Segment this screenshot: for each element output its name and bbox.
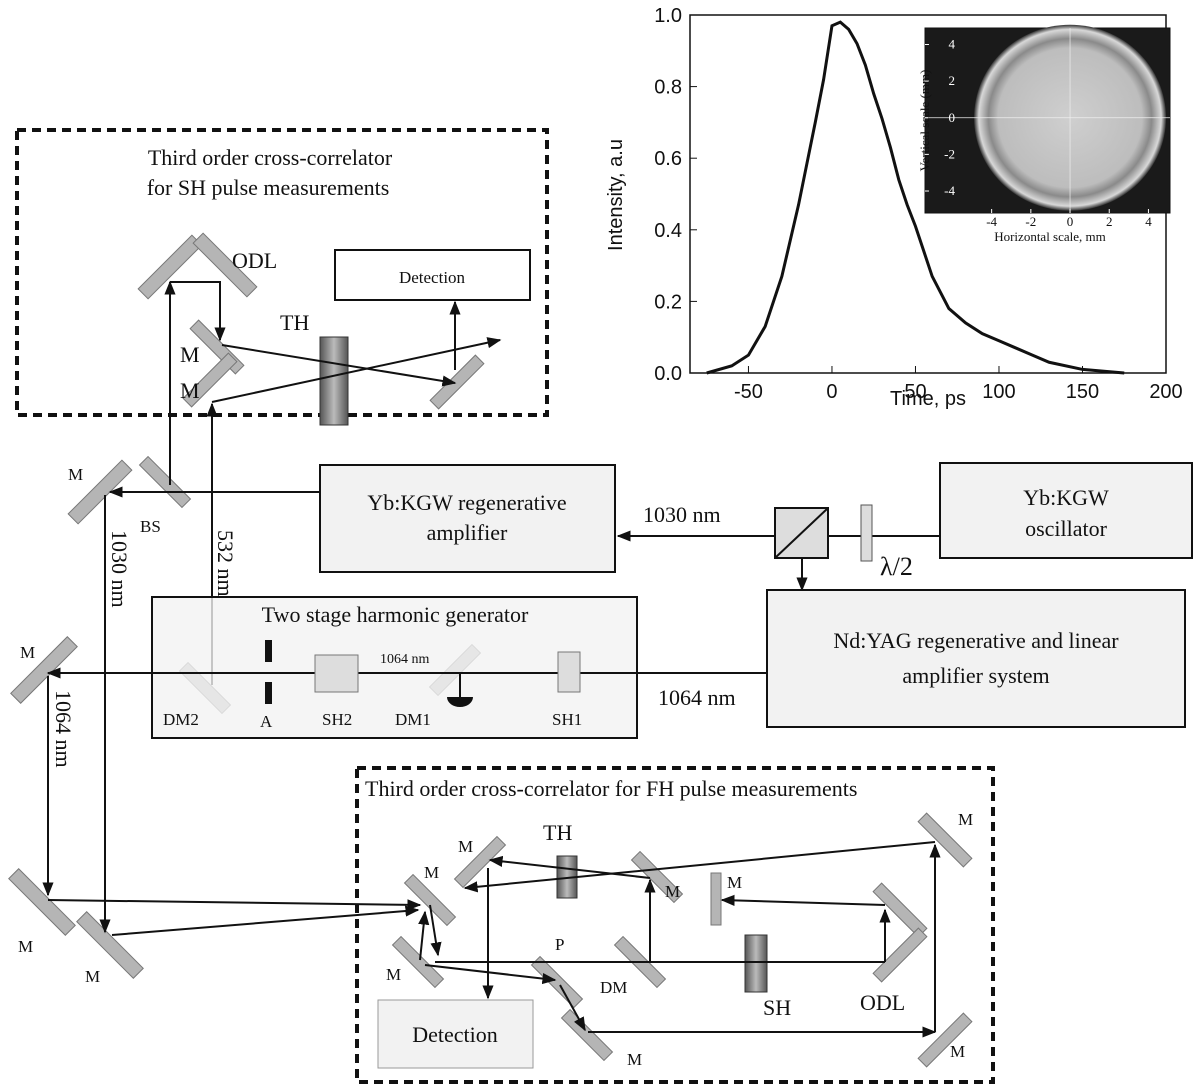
label: amplifier system bbox=[902, 663, 1049, 688]
x-tick-label: 100 bbox=[982, 381, 1015, 403]
label: Two stage harmonic generator bbox=[262, 602, 529, 627]
label: 1030 nm bbox=[643, 502, 721, 527]
label: M bbox=[68, 465, 83, 484]
label: M bbox=[665, 882, 680, 901]
label: A bbox=[260, 712, 273, 731]
y-tick-label: 0.4 bbox=[654, 220, 682, 242]
label: 1064 nm bbox=[658, 685, 736, 710]
label: M bbox=[18, 937, 33, 956]
x-tick-label: -50 bbox=[734, 381, 763, 403]
inset-y-tick-label: 2 bbox=[949, 73, 956, 88]
inset-y-tick-label: -4 bbox=[944, 183, 955, 198]
inset-y-tick-label: -2 bbox=[944, 146, 955, 161]
inset-x-tick-label: 0 bbox=[1067, 214, 1074, 229]
x-tick-label: 0 bbox=[826, 381, 837, 403]
label: M bbox=[627, 1050, 642, 1069]
label: 532 nm bbox=[213, 530, 238, 597]
label: Detection bbox=[399, 268, 466, 287]
label: Yb:KGW bbox=[1023, 485, 1109, 510]
label: Yb:KGW regenerative bbox=[367, 490, 566, 515]
inset-y-tick-label: 0 bbox=[949, 110, 956, 125]
y-tick-label: 0.2 bbox=[654, 291, 682, 313]
label: M bbox=[958, 810, 973, 829]
oscillator-box bbox=[940, 463, 1192, 558]
inset-x-tick-label: 2 bbox=[1106, 214, 1113, 229]
label: Detection bbox=[412, 1022, 498, 1047]
label: for SH pulse measurements bbox=[147, 175, 390, 200]
th-crystal bbox=[320, 337, 348, 425]
label: BS bbox=[140, 517, 161, 536]
x-tick-label: 50 bbox=[904, 381, 926, 403]
inset-x-tick-label: -2 bbox=[1025, 214, 1036, 229]
diagram: Third order cross-correlator for SH puls… bbox=[9, 130, 1192, 1082]
label: Nd:YAG regenerative and linear bbox=[833, 628, 1119, 653]
label: ODL bbox=[860, 990, 905, 1015]
label: M bbox=[180, 342, 200, 367]
label: SH1 bbox=[552, 710, 582, 729]
y-axis-label: Intensity, a.u bbox=[605, 139, 627, 251]
half-wave-plate bbox=[861, 505, 872, 561]
inset-y-tick-label: 4 bbox=[949, 36, 956, 51]
x-axis-label: Time, ps bbox=[890, 388, 966, 410]
label: Third order cross-correlator for FH puls… bbox=[365, 776, 857, 801]
y-tick-label: 1.0 bbox=[654, 5, 682, 27]
ndyag-box bbox=[767, 590, 1185, 727]
y-tick-label: 0.6 bbox=[654, 148, 682, 170]
inset-y-label: Vertical scale (mm) bbox=[917, 70, 932, 172]
label: 1064 nm bbox=[380, 652, 430, 667]
label: SH2 bbox=[322, 710, 352, 729]
label: TH bbox=[280, 310, 309, 335]
label: M bbox=[85, 967, 100, 986]
y-tick-label: 0.8 bbox=[654, 77, 682, 99]
label: oscillator bbox=[1025, 516, 1108, 541]
label: M bbox=[424, 863, 439, 882]
label: DM bbox=[600, 978, 627, 997]
label: DM1 bbox=[395, 710, 431, 729]
inset-x-label: Horizontal scale, mm bbox=[994, 229, 1106, 244]
x-tick-label: 150 bbox=[1066, 381, 1099, 403]
label: DM2 bbox=[163, 710, 199, 729]
label: SH bbox=[763, 995, 791, 1020]
x-tick-label: 200 bbox=[1149, 381, 1182, 403]
label: M bbox=[727, 873, 742, 892]
label: ODL bbox=[232, 248, 277, 273]
label: M bbox=[950, 1042, 965, 1061]
amplifier-box bbox=[320, 465, 615, 572]
label: M bbox=[386, 965, 401, 984]
label: Third order cross-correlator bbox=[148, 145, 393, 170]
label: M bbox=[458, 837, 473, 856]
sh-crystal bbox=[745, 935, 767, 992]
y-tick-label: 0.0 bbox=[654, 363, 682, 385]
label: 1064 nm bbox=[51, 690, 76, 768]
label: M bbox=[180, 378, 200, 403]
label: 1030 nm bbox=[107, 530, 132, 608]
inset-x-tick-label: -4 bbox=[986, 214, 997, 229]
label: M bbox=[20, 643, 35, 662]
figure: Third order cross-correlator for SH puls… bbox=[0, 0, 1204, 1084]
label: λ/2 bbox=[880, 552, 913, 581]
inset-x-tick-label: 4 bbox=[1145, 214, 1152, 229]
label: P bbox=[555, 935, 564, 954]
label: amplifier bbox=[427, 520, 508, 545]
label: TH bbox=[543, 820, 572, 845]
